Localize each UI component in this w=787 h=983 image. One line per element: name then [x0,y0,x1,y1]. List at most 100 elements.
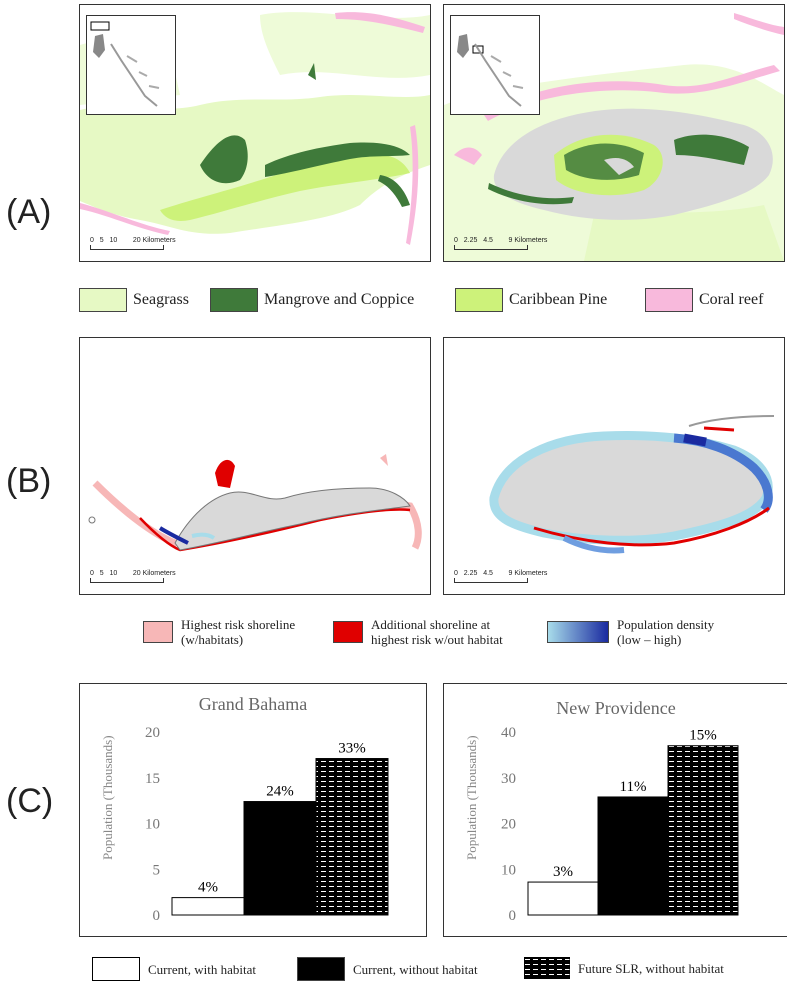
scalebar-ruler [454,578,528,583]
legend-item-pine: Caribbean Pine [455,288,607,312]
legend-item-current-without-habitat: Current, without habitat [297,957,478,981]
bar-data-label: 33% [338,741,366,757]
scale-tick: 0 [454,237,458,244]
scale-tick: 20 Kilometers [132,570,176,577]
legend-item-additional-risk: Additional shoreline at highest risk w/o… [333,617,503,647]
y-tick-label: 0 [509,908,517,924]
pine-swatch [455,288,503,312]
seagrass-swatch [79,288,127,312]
legend-label: Caribbean Pine [509,291,608,308]
chart-grand-bahama: Grand Bahama Population (Thousands) 0 5 10… [79,683,427,937]
with-habitat-swatch [92,957,140,981]
bar-data-label: 4% [198,880,218,896]
chart-title: Grand Bahama [198,694,308,714]
legend-line: Additional shoreline at [371,617,491,632]
legend-label: Mangrove and Coppice [264,291,415,308]
scalebar-grand-bahama: 0 5 10 20 Kilometers [90,237,176,250]
scale-tick: 2.25 [463,237,478,244]
scale-tick: 4.5 [483,237,493,244]
bahamas-locator-map [457,34,524,107]
bar-chart-grand-bahama: 0 5 10 15 20 4% 24% 33% [145,725,389,924]
panel-label-a: (A) [6,193,52,231]
y-tick-label: 20 [501,817,516,833]
scalebar-ruler [90,578,164,583]
scale-tick: 4.5 [483,570,493,577]
new-providence-risk-map [489,415,775,554]
legend-item-seagrass: Seagrass [79,288,189,312]
scale-tick: 9 Kilometers [508,237,548,244]
legend-item-highest-risk: Highest risk shoreline (w/habitats) [143,617,295,647]
bar-data-label: 15% [689,728,717,744]
legend-label: Additional shoreline at highest risk w/o… [371,617,503,647]
coral-swatch [645,288,693,312]
y-tick-label: 40 [501,725,516,741]
bar-chart-new-providence: 0 10 20 30 40 3% 11% 15% [501,725,739,924]
scalebar-ruler [90,245,164,250]
scale-tick: 5 [99,570,104,577]
future-slr-swatch [524,957,570,979]
scalebar-new-providence: 0 2.25 4.5 9 Kilometers [454,237,547,250]
map-new-providence-risk: 0 2.25 4.5 9 Kilometers [443,337,785,595]
scale-tick: 0 [90,237,94,244]
legend-label: Current, with habitat [148,961,256,977]
bar-data-label: 3% [553,864,573,880]
y-tick-label: 5 [153,862,161,878]
map-new-providence-habitats: 0 2.25 4.5 9 Kilometers [443,4,785,262]
scale-tick: 10 [109,570,118,577]
legend-label: Seagrass [133,291,189,308]
legend-item-mangrove: Mangrove and Coppice [210,288,414,312]
scale-tick: 20 Kilometers [132,237,176,244]
legend-item-coral: Coral reef [645,288,763,312]
bar [667,745,739,916]
grand-bahama-risk-map [88,454,422,552]
y-tick-label: 15 [145,771,160,787]
scale-tick: 0 [454,570,458,577]
scale-tick: 0 [90,570,94,577]
bar [597,796,669,916]
y-tick-label: 30 [501,771,516,787]
legend-item-future-slr: Future SLR, without habitat [524,957,724,979]
legend-line: (low – high) [617,632,682,647]
legend-label: Highest risk shoreline (w/habitats) [181,617,295,647]
locator-inset-grand-bahama [86,15,176,115]
legend-line: highest risk w/out habitat [371,632,503,647]
legend-line: Highest risk shoreline [181,617,296,632]
y-tick-label: 0 [153,908,161,924]
scalebar-ruler [454,245,528,250]
y-tick-label: 10 [145,817,160,833]
highest-risk-swatch [143,621,173,643]
map-grand-bahama-risk: 0 5 10 20 Kilometers [79,337,431,595]
scalebar-grand-bahama-risk: 0 5 10 20 Kilometers [90,570,176,583]
legend-line: Population density [617,617,715,632]
mangrove-swatch [210,288,258,312]
scale-tick: 9 Kilometers [508,570,548,577]
bar-data-label: 24% [266,784,294,800]
additional-risk-swatch [333,621,363,643]
population-density-swatch [547,621,609,643]
bar [315,758,389,916]
legend-label: Future SLR, without habitat [578,960,724,976]
bar [171,897,245,916]
without-habitat-swatch [297,957,345,981]
legend-line: (w/habitats) [181,632,244,647]
scale-tick: 10 [109,237,118,244]
bar-data-label: 11% [620,779,647,795]
legend-label: Coral reef [699,291,764,308]
map-grand-bahama-habitats: 0 5 10 20 Kilometers [79,4,431,262]
legend-item-population-density: Population density (low – high) [547,617,714,647]
grand-bahama-habitat-map [80,5,430,261]
legend-label: Current, without habitat [353,961,478,977]
scale-tick: 2.25 [463,570,478,577]
scalebar-new-providence-risk: 0 2.25 4.5 9 Kilometers [454,570,547,583]
y-tick-label: 20 [145,725,160,741]
bar [243,801,317,916]
legend-label: Population density (low – high) [617,617,714,647]
panel-label-b: (B) [6,462,52,500]
scale-tick: 5 [99,237,104,244]
locator-inset-new-providence [450,15,540,115]
legend-item-current-with-habitat: Current, with habitat [92,957,256,981]
bahamas-locator-map [90,21,160,107]
chart-title: New Providence [556,698,676,718]
panel-label-c: (C) [6,782,54,820]
